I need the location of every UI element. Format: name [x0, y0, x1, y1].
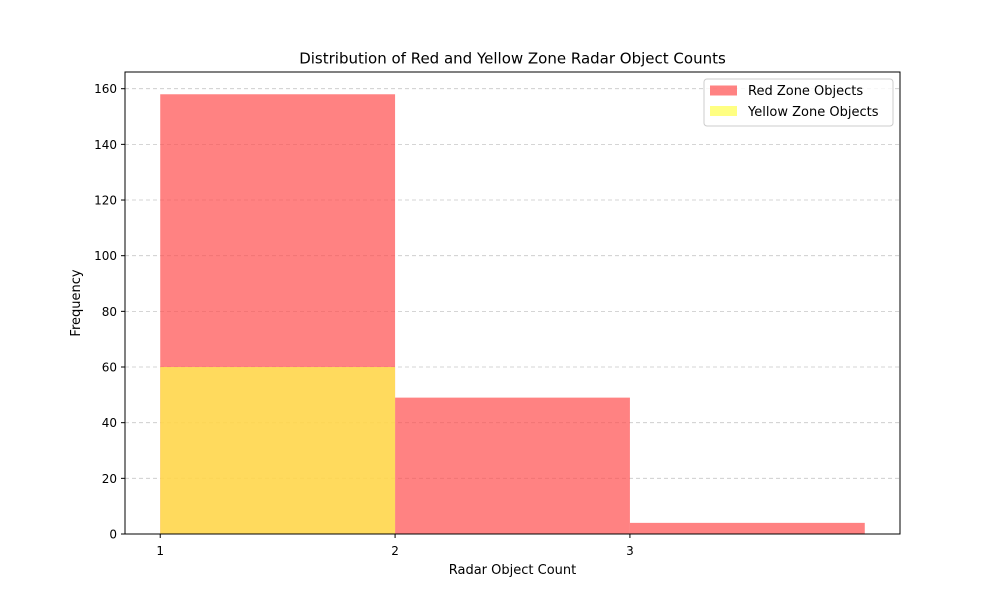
bar-red-1	[395, 397, 630, 534]
y-axis-ticks: 0 20 40 60 80 100 120 140 160	[94, 82, 125, 542]
y-tick-label-80: 80	[102, 305, 117, 319]
bar-yellow-0	[160, 367, 396, 534]
legend-label-red: Red Zone Objects	[748, 84, 863, 99]
bar-red-2	[629, 522, 865, 534]
y-tick-label-20: 20	[102, 472, 117, 486]
legend-swatch-yellow	[710, 106, 737, 116]
y-tick-label-40: 40	[102, 416, 117, 430]
y-axis-label: Frequency	[69, 269, 84, 336]
legend-box	[703, 78, 894, 127]
chart-title: Distribution of Red and Yellow Zone Rada…	[299, 50, 726, 68]
legend-swatch-red	[710, 85, 737, 96]
legend: Red Zone Objects Yellow Zone Objects	[703, 78, 894, 127]
bars	[160, 94, 865, 534]
y-tick-label-0: 0	[109, 528, 117, 542]
y-tick-label-60: 60	[102, 361, 117, 375]
y-tick-label-160: 160	[94, 82, 117, 96]
x-axis-label: Radar Object Count	[449, 563, 577, 578]
x-tick-label-3: 3	[626, 544, 634, 558]
legend-label-yellow: Yellow Zone Objects	[747, 105, 879, 120]
x-axis-ticks: 1 2 3	[156, 534, 634, 558]
y-tick-label-120: 120	[94, 194, 117, 208]
y-tick-label-100: 100	[94, 249, 117, 263]
x-tick-label-1: 1	[156, 544, 164, 558]
y-tick-label-140: 140	[94, 138, 117, 152]
plot-frame	[124, 71, 901, 535]
x-tick-label-2: 2	[391, 544, 399, 558]
